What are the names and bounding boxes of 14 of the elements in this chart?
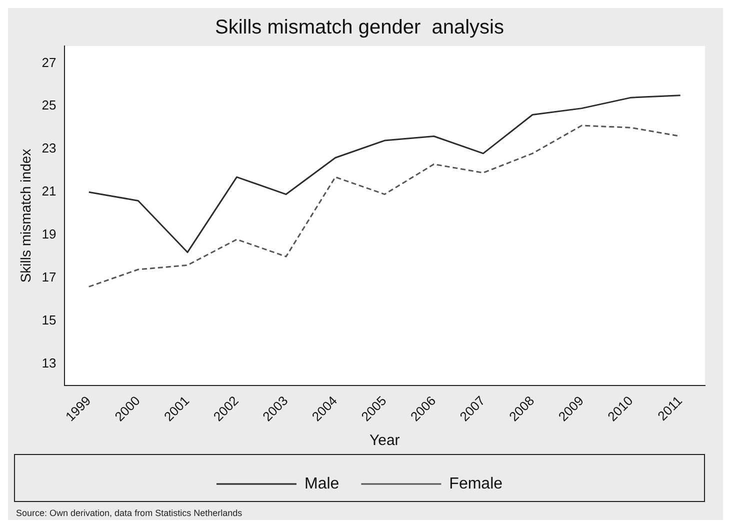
y-tick-label: 23 [42,140,56,156]
y-tick-label: 19 [42,226,56,242]
y-tick-label: 21 [42,184,56,199]
y-tick-label: 15 [42,312,56,328]
y-axis-title: Skills mismatch index [17,148,34,283]
y-tick-label: 13 [42,356,56,371]
x-axis-title: Year [369,432,400,450]
chart-title: Skills mismatch gender analysis [215,16,504,39]
y-tick-label: 17 [42,270,56,285]
legend-label: Female [449,475,503,492]
source-note: Source: Own derivation, data from Statistics Netherlands [16,508,243,518]
y-tick-label: 27 [42,54,56,70]
y-tick-label: 25 [42,98,56,113]
legend-label: Male [304,475,340,492]
